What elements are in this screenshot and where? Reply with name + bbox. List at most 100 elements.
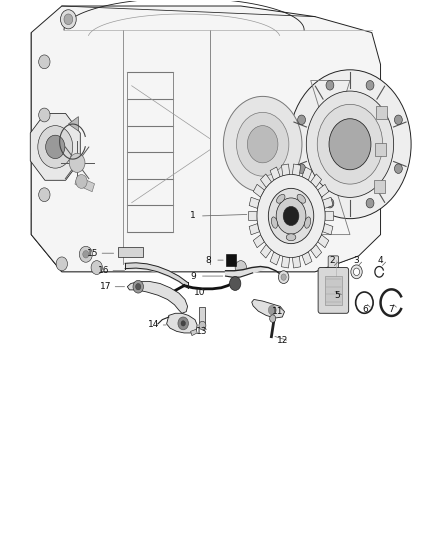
Circle shape <box>181 321 185 326</box>
Circle shape <box>351 265 362 279</box>
Text: 10: 10 <box>194 287 205 296</box>
Text: 8: 8 <box>205 256 211 264</box>
Circle shape <box>326 198 334 208</box>
Circle shape <box>79 246 92 262</box>
Circle shape <box>39 55 50 69</box>
Polygon shape <box>261 245 272 258</box>
Circle shape <box>83 251 89 258</box>
Circle shape <box>235 261 247 274</box>
Polygon shape <box>282 256 290 268</box>
Circle shape <box>317 104 383 184</box>
Circle shape <box>199 321 206 330</box>
Circle shape <box>270 315 276 322</box>
Circle shape <box>91 261 102 274</box>
Circle shape <box>289 70 411 219</box>
Text: 6: 6 <box>362 304 368 313</box>
Polygon shape <box>261 174 272 188</box>
Polygon shape <box>68 117 78 131</box>
Bar <box>118 247 143 257</box>
Ellipse shape <box>276 195 285 203</box>
Polygon shape <box>249 197 260 208</box>
Polygon shape <box>248 212 257 220</box>
Circle shape <box>366 80 374 90</box>
Polygon shape <box>166 313 197 333</box>
Circle shape <box>298 164 306 173</box>
Polygon shape <box>293 164 300 176</box>
Polygon shape <box>31 33 62 272</box>
Circle shape <box>39 108 50 122</box>
Polygon shape <box>127 281 187 313</box>
Polygon shape <box>253 184 265 197</box>
Circle shape <box>178 317 188 330</box>
Polygon shape <box>30 114 80 180</box>
Circle shape <box>60 10 76 29</box>
Circle shape <box>306 91 394 197</box>
Bar <box>375 143 386 156</box>
Circle shape <box>276 198 306 234</box>
Polygon shape <box>253 235 265 248</box>
Polygon shape <box>31 6 381 272</box>
Text: 15: 15 <box>87 249 98 258</box>
Circle shape <box>366 198 374 208</box>
Circle shape <box>39 188 50 201</box>
Text: 14: 14 <box>148 320 159 329</box>
Ellipse shape <box>286 234 296 241</box>
Text: 2: 2 <box>330 256 336 264</box>
Ellipse shape <box>272 217 278 228</box>
Polygon shape <box>31 213 359 272</box>
Text: 4: 4 <box>378 256 383 264</box>
Circle shape <box>326 80 334 90</box>
Polygon shape <box>226 266 268 277</box>
Circle shape <box>64 14 73 25</box>
Text: 17: 17 <box>100 282 111 291</box>
Bar <box>199 308 205 326</box>
Circle shape <box>133 280 144 293</box>
Polygon shape <box>270 167 280 180</box>
Circle shape <box>329 119 371 169</box>
Polygon shape <box>311 174 321 188</box>
Circle shape <box>38 126 73 168</box>
Ellipse shape <box>297 195 306 203</box>
Polygon shape <box>322 223 333 235</box>
Circle shape <box>230 277 241 290</box>
Text: 16: 16 <box>98 266 109 275</box>
Ellipse shape <box>304 217 311 228</box>
Bar <box>374 180 385 193</box>
Circle shape <box>257 174 325 257</box>
Polygon shape <box>325 212 334 220</box>
Text: 3: 3 <box>353 256 360 264</box>
Polygon shape <box>302 167 312 180</box>
Polygon shape <box>322 197 333 208</box>
FancyBboxPatch shape <box>328 256 339 291</box>
Polygon shape <box>318 235 329 248</box>
Polygon shape <box>252 300 285 318</box>
Text: 5: 5 <box>334 291 340 300</box>
Circle shape <box>395 115 403 125</box>
Polygon shape <box>318 184 329 197</box>
Circle shape <box>395 164 403 173</box>
Text: 12: 12 <box>277 336 288 345</box>
Circle shape <box>136 284 141 290</box>
Circle shape <box>298 115 306 125</box>
Polygon shape <box>293 256 300 268</box>
Bar <box>226 254 236 266</box>
Circle shape <box>56 257 67 271</box>
Circle shape <box>46 135 65 159</box>
FancyBboxPatch shape <box>318 268 349 313</box>
Polygon shape <box>282 164 290 176</box>
Text: 13: 13 <box>196 327 207 336</box>
Bar <box>75 176 95 192</box>
Circle shape <box>268 188 314 244</box>
Text: 7: 7 <box>389 304 394 313</box>
Polygon shape <box>311 245 321 258</box>
Circle shape <box>281 274 286 280</box>
Bar <box>325 276 342 305</box>
Circle shape <box>283 206 299 225</box>
Text: 1: 1 <box>190 212 196 221</box>
Polygon shape <box>249 223 260 235</box>
Circle shape <box>237 112 289 176</box>
Text: 9: 9 <box>190 272 196 280</box>
Polygon shape <box>302 252 312 265</box>
Circle shape <box>353 268 360 276</box>
Circle shape <box>223 96 302 192</box>
